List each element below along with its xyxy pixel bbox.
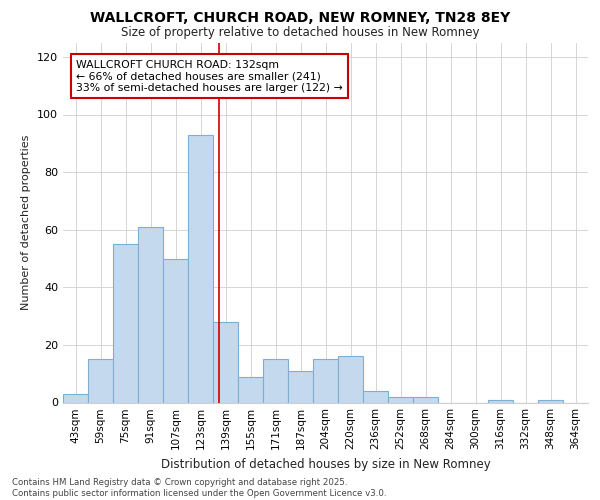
Bar [88, 360, 113, 403]
Bar [163, 258, 188, 402]
Bar [188, 134, 213, 402]
Bar [213, 322, 238, 402]
Bar [138, 227, 163, 402]
Text: WALLCROFT CHURCH ROAD: 132sqm
← 66% of detached houses are smaller (241)
33% of : WALLCROFT CHURCH ROAD: 132sqm ← 66% of d… [76, 60, 343, 93]
X-axis label: Distribution of detached houses by size in New Romney: Distribution of detached houses by size … [161, 458, 490, 471]
Bar [338, 356, 363, 403]
Bar [363, 391, 388, 402]
Bar [238, 376, 263, 402]
Text: Contains HM Land Registry data © Crown copyright and database right 2025.
Contai: Contains HM Land Registry data © Crown c… [12, 478, 386, 498]
Bar [113, 244, 138, 402]
Bar [63, 394, 88, 402]
Text: WALLCROFT, CHURCH ROAD, NEW ROMNEY, TN28 8EY: WALLCROFT, CHURCH ROAD, NEW ROMNEY, TN28… [90, 12, 510, 26]
Bar [413, 396, 438, 402]
Text: Size of property relative to detached houses in New Romney: Size of property relative to detached ho… [121, 26, 479, 39]
Bar [538, 400, 563, 402]
Bar [313, 360, 338, 403]
Bar [388, 396, 413, 402]
Y-axis label: Number of detached properties: Number of detached properties [22, 135, 31, 310]
Bar [288, 371, 313, 402]
Bar [488, 400, 513, 402]
Bar [263, 360, 288, 403]
